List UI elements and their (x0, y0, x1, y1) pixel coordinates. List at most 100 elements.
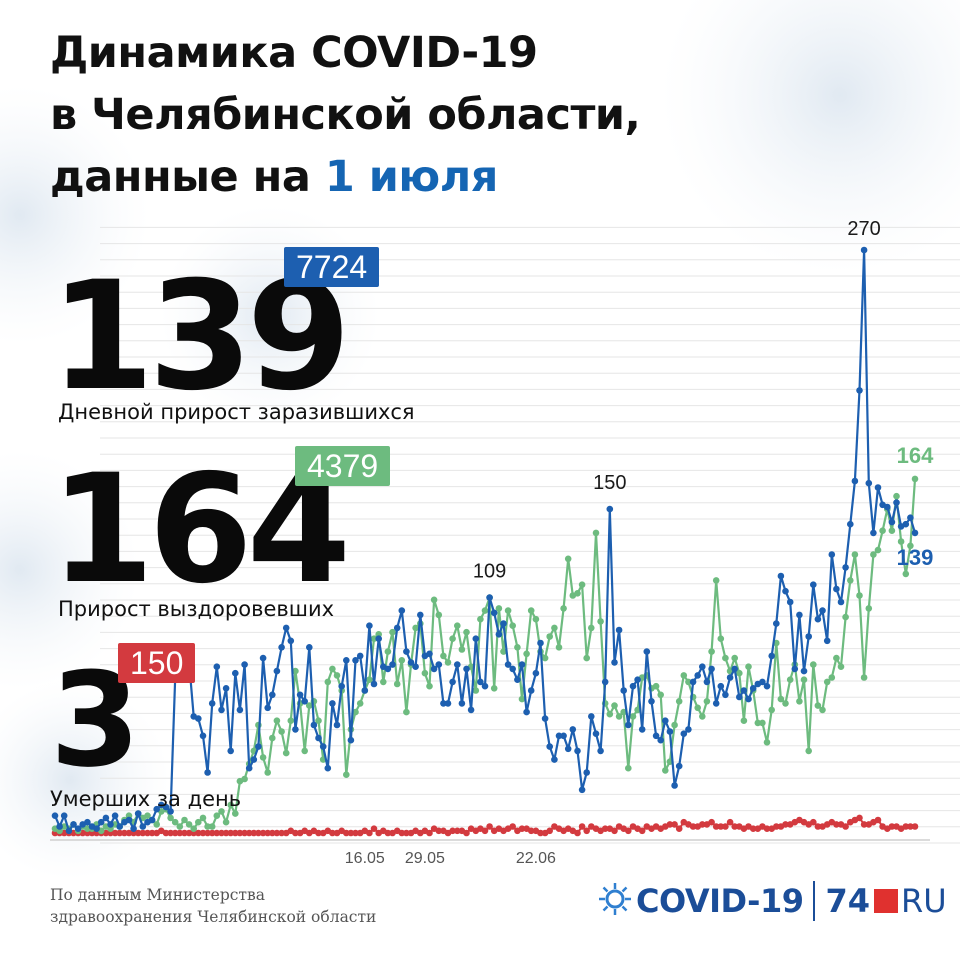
x-tick-label: 29.05 (405, 850, 445, 867)
deaths-point (907, 823, 914, 830)
infected-point (264, 704, 272, 712)
recovered-point (736, 669, 743, 677)
infected-point (426, 650, 433, 658)
deaths-point (449, 827, 456, 835)
infected-point (338, 682, 346, 690)
recovered-point (800, 676, 808, 683)
infected-point (907, 514, 914, 521)
infected-point (467, 706, 475, 714)
infected-daily-number: 139 (50, 250, 351, 424)
recovered-point (527, 607, 535, 614)
infected-point (375, 635, 383, 642)
infected-point (259, 654, 267, 662)
recovered-point (754, 719, 762, 727)
deaths-point (527, 827, 535, 835)
recovered-point (454, 622, 461, 629)
infected-point (310, 721, 318, 729)
recovered-point (472, 687, 480, 694)
infected-point (768, 652, 775, 660)
infected-point (675, 762, 683, 770)
infected-point (130, 825, 137, 832)
deaths-point (269, 829, 276, 837)
infected-point (324, 764, 332, 772)
recovered-point (393, 680, 401, 688)
infected-point (51, 812, 59, 819)
infected-point (148, 816, 156, 824)
recovered-point (444, 659, 452, 666)
deaths-point (509, 823, 516, 830)
recovered-point (694, 704, 701, 712)
deaths-point (773, 823, 780, 830)
recovered-point (500, 648, 507, 655)
recovered-caption: Прирост выздоровевших (58, 597, 335, 621)
deaths-point (148, 829, 156, 837)
recovered-point (167, 814, 174, 822)
deaths-point (121, 829, 128, 837)
deaths-point (181, 829, 188, 837)
recovered-point (814, 702, 822, 709)
infected-point (250, 756, 258, 763)
infected-point (564, 745, 572, 753)
recovered-point (222, 818, 230, 826)
infected-point (736, 693, 743, 701)
deaths-point (125, 829, 133, 837)
deaths-total-badge: 150 (118, 643, 196, 683)
deaths-point (708, 818, 715, 826)
recovered-point (837, 663, 845, 670)
infected-point (412, 663, 419, 670)
infected-point (514, 676, 521, 683)
infected-point (588, 713, 595, 720)
deaths-point (481, 827, 489, 835)
recovered-point (292, 667, 299, 675)
recovered-point (907, 542, 914, 550)
infected-point (851, 477, 859, 485)
recovered-point (440, 652, 447, 660)
recovered-point (777, 695, 785, 703)
infected-point (537, 639, 544, 647)
infected-point (777, 572, 785, 580)
recovered-point (171, 818, 179, 826)
recovered-point (208, 823, 216, 830)
infected-point (65, 827, 73, 835)
infected-point (111, 812, 119, 819)
deaths-point (546, 827, 553, 835)
infected-point (139, 823, 147, 830)
deaths-point (722, 823, 729, 830)
recovered-point (181, 816, 188, 824)
infected-point (569, 726, 577, 733)
infected-point (893, 499, 900, 506)
recovered-point (606, 710, 614, 718)
infected-point (204, 769, 211, 776)
recovered-point (232, 810, 239, 817)
recovered-point (722, 654, 729, 662)
deaths-point (888, 823, 896, 830)
deaths-point (675, 825, 683, 832)
infected-point (107, 821, 114, 828)
x-tick-label: 22.06 (516, 850, 556, 867)
deaths-point (264, 829, 272, 837)
recovered-point (786, 676, 794, 683)
infected-point (819, 607, 826, 614)
infected-point (578, 786, 586, 794)
recovered-point (583, 654, 590, 662)
deaths-point (833, 821, 840, 828)
infected-point (597, 747, 604, 755)
recovered-point (856, 592, 863, 599)
recovered-point (403, 708, 410, 716)
recovered-point (551, 624, 558, 632)
recovered-point (592, 529, 600, 537)
infected-point (486, 594, 493, 601)
recovered-point (356, 700, 364, 707)
recovered-point (541, 654, 549, 662)
infected-point (407, 659, 415, 666)
recovered-point (282, 749, 290, 757)
infected-point (269, 691, 276, 699)
infected-point (638, 726, 646, 733)
recovered-point (796, 698, 803, 705)
recovered-point (625, 764, 632, 772)
infected-point (232, 669, 239, 677)
infected-point (611, 659, 618, 666)
deaths-point (435, 827, 443, 835)
deaths-point (315, 829, 322, 837)
